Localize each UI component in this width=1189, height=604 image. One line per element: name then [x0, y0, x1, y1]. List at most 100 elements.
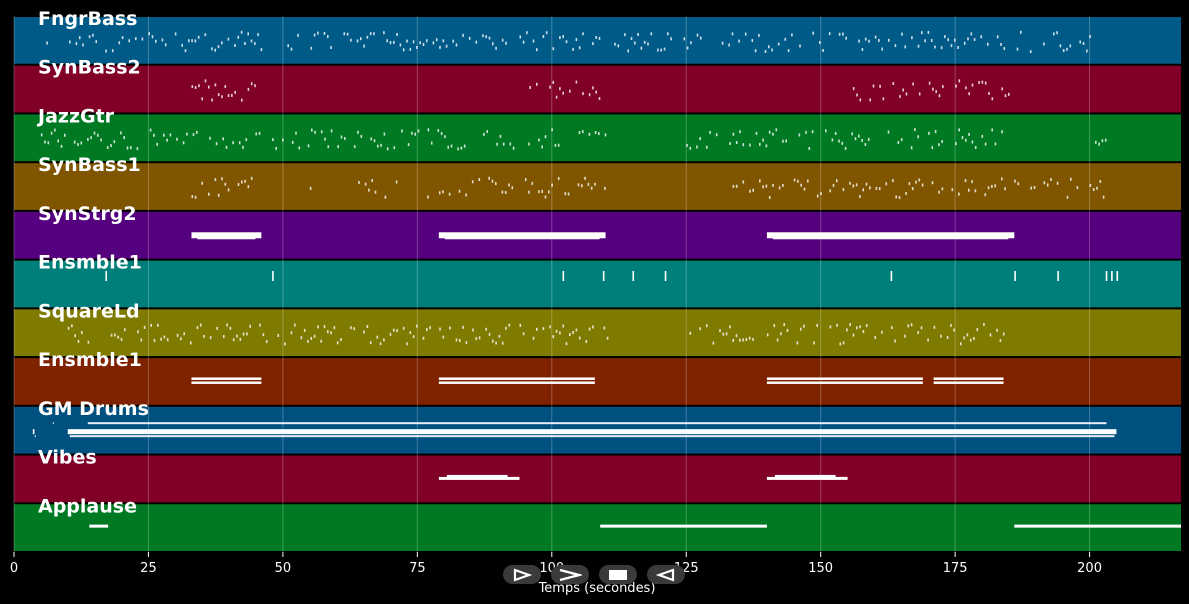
- note: [721, 41, 724, 45]
- note: [796, 341, 799, 345]
- note: [140, 338, 143, 342]
- note-cluster: [191, 176, 253, 199]
- note: [97, 133, 99, 137]
- note: [822, 49, 824, 52]
- note: [409, 331, 412, 334]
- note: [585, 339, 588, 343]
- note: [277, 334, 280, 337]
- note: [238, 141, 241, 145]
- note: [327, 330, 329, 334]
- note: [927, 30, 930, 34]
- note: [1089, 35, 1091, 39]
- note: [875, 186, 878, 190]
- play-button[interactable]: [551, 565, 589, 584]
- note: [223, 335, 225, 339]
- note: [544, 135, 547, 139]
- note: [1095, 140, 1097, 144]
- note: [224, 85, 227, 89]
- note: [778, 186, 781, 190]
- note: [797, 179, 799, 183]
- note: [290, 331, 293, 335]
- note: [888, 38, 890, 42]
- note: [427, 128, 430, 132]
- note: [719, 329, 721, 333]
- note: [891, 326, 893, 330]
- note: [262, 333, 265, 337]
- note: [259, 323, 261, 327]
- note: [587, 182, 590, 186]
- note: [379, 342, 382, 346]
- step-forward-button[interactable]: [503, 565, 541, 584]
- note: [350, 38, 352, 42]
- note: [340, 338, 342, 342]
- drum-hits: [52, 422, 54, 425]
- note: [311, 128, 313, 132]
- note: [209, 136, 211, 140]
- note: [991, 185, 993, 188]
- note: [838, 139, 840, 143]
- note: [957, 46, 959, 49]
- note: [204, 33, 207, 37]
- note: [973, 38, 976, 41]
- note: [881, 47, 883, 51]
- note: [881, 330, 883, 334]
- note: [739, 338, 741, 342]
- note: [1004, 94, 1007, 98]
- note: [584, 176, 586, 180]
- note: [816, 194, 819, 198]
- note: [595, 90, 597, 94]
- note: [966, 333, 969, 337]
- note: [588, 327, 591, 331]
- note: [417, 129, 420, 133]
- note: [892, 82, 895, 85]
- note: [478, 178, 481, 181]
- note: [208, 85, 210, 89]
- note: [204, 79, 207, 83]
- note-cluster: [191, 79, 256, 102]
- note: [519, 35, 522, 39]
- track-label: Vibes: [38, 447, 97, 469]
- note: [722, 332, 725, 336]
- note-tick: [890, 271, 893, 281]
- rewind-button[interactable]: [647, 565, 685, 584]
- note: [894, 44, 897, 48]
- note: [933, 325, 936, 329]
- note: [973, 337, 975, 340]
- note-cluster: [519, 323, 594, 346]
- note-block: [197, 236, 256, 240]
- note: [984, 193, 987, 197]
- note: [592, 86, 594, 90]
- note: [996, 328, 998, 332]
- note: [894, 339, 896, 343]
- note: [829, 189, 831, 193]
- note: [924, 39, 926, 43]
- note: [595, 36, 597, 39]
- note: [751, 39, 754, 42]
- note: [330, 129, 333, 133]
- note: [123, 136, 125, 140]
- note: [780, 332, 782, 336]
- note: [557, 177, 560, 181]
- note: [128, 39, 130, 43]
- note: [842, 341, 845, 345]
- note: [229, 326, 232, 330]
- note-cluster: [858, 30, 1091, 54]
- note: [74, 334, 76, 338]
- note: [181, 43, 183, 47]
- stop-button[interactable]: [599, 565, 637, 584]
- note: [699, 327, 701, 331]
- note: [75, 42, 78, 46]
- note: [383, 132, 386, 136]
- note-cluster: [519, 31, 601, 52]
- note: [538, 138, 540, 142]
- note: [156, 142, 158, 146]
- note: [749, 143, 751, 147]
- note: [369, 341, 372, 345]
- note: [951, 188, 954, 192]
- note: [110, 333, 113, 337]
- note: [190, 341, 192, 345]
- note: [1104, 138, 1107, 142]
- note: [735, 334, 738, 338]
- note-cluster: [689, 324, 754, 345]
- note: [1020, 30, 1022, 34]
